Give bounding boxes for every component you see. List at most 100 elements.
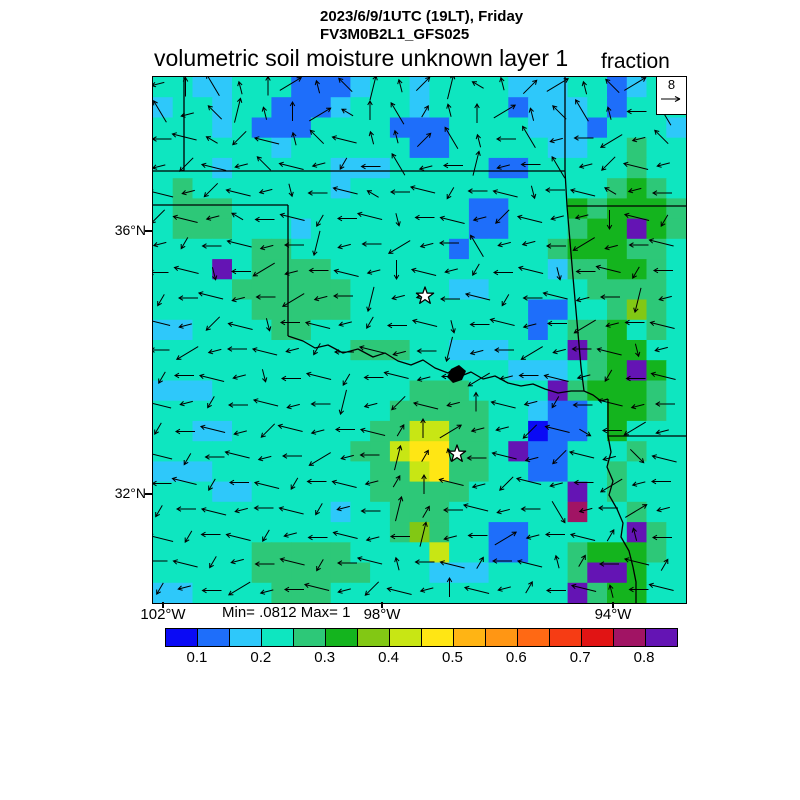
grid-cell — [251, 542, 273, 564]
wind-arrow — [338, 321, 352, 327]
grid-cell — [212, 279, 233, 301]
colorbar-segment — [645, 629, 677, 646]
wind-arrow — [232, 374, 246, 380]
grid-cell — [389, 97, 411, 119]
grid-cell — [232, 360, 253, 382]
grid-cell — [528, 238, 549, 260]
grid-cell — [666, 582, 686, 603]
wind-arrow — [544, 187, 565, 193]
wind-arrow — [366, 190, 379, 198]
wind-arrow — [227, 402, 248, 408]
grid-cell — [310, 157, 332, 179]
wind-arrow — [393, 129, 399, 144]
grid-cell — [528, 360, 549, 382]
grid-cell — [172, 461, 194, 483]
grid-cell — [389, 117, 411, 139]
wind-arrow — [172, 559, 198, 568]
grid-cell — [488, 198, 509, 220]
grid-cell — [528, 562, 549, 584]
reference-vector-value: 8 — [667, 77, 676, 92]
grid-cell — [429, 299, 450, 321]
grid-cell — [607, 97, 628, 119]
grid-cell — [547, 400, 569, 422]
wind-arrow — [439, 560, 465, 569]
lon-tick — [162, 602, 164, 608]
grid-cell — [192, 582, 213, 603]
grid-cell — [350, 562, 371, 584]
grid-cell — [567, 259, 588, 280]
grid-cell — [587, 501, 608, 523]
wind-arrow — [497, 241, 511, 248]
grid-cell — [251, 218, 273, 240]
grid-cell — [153, 380, 174, 402]
wind-arrow — [391, 294, 405, 301]
wind-arrow — [237, 80, 243, 95]
grid-cell — [212, 198, 233, 220]
grid-cell — [350, 117, 371, 139]
grid-cell — [232, 522, 253, 543]
grid-cell — [429, 441, 450, 463]
grid-cell — [192, 380, 213, 402]
grid-cell — [528, 137, 549, 159]
grid-cell — [153, 582, 174, 603]
wind-arrow — [470, 234, 484, 257]
grid-cell — [271, 522, 292, 543]
wind-arrow — [332, 530, 358, 539]
grid-cell — [232, 380, 253, 402]
grid-cell — [350, 238, 371, 260]
grid-cell — [587, 340, 608, 361]
grid-cell — [330, 420, 352, 442]
wind-arrow — [396, 424, 405, 437]
grid-cell — [310, 380, 332, 402]
grid-cell — [508, 420, 529, 442]
wind-arrow — [280, 375, 301, 382]
grid-cell — [508, 299, 529, 321]
grid-cell — [212, 259, 233, 280]
grid-cell — [468, 299, 490, 321]
grid-cell — [370, 178, 391, 200]
wind-arrow — [572, 402, 593, 408]
grid-cell — [172, 562, 194, 584]
grid-cell — [330, 178, 352, 200]
wind-arrow — [200, 507, 227, 516]
wind-arrow — [392, 475, 401, 488]
wind-arrow — [259, 244, 274, 251]
grid-cell — [271, 299, 292, 321]
wind-arrow — [393, 260, 400, 281]
grid-cell — [192, 481, 213, 503]
grid-cell — [646, 259, 667, 280]
colorbar-tick-label: 0.6 — [505, 649, 527, 666]
grid-cell — [409, 259, 430, 280]
grid-cell — [508, 501, 529, 523]
grid-cell — [528, 218, 549, 240]
wind-arrow — [171, 132, 197, 141]
wind-arrow — [446, 103, 452, 117]
wind-arrow — [520, 346, 543, 360]
grid-cell — [192, 360, 213, 382]
wind-arrow — [206, 77, 220, 96]
grid-cell — [587, 380, 608, 402]
wind-arrow — [180, 112, 194, 118]
grid-cell — [567, 299, 588, 321]
grid-cell — [310, 461, 332, 483]
grid-cell — [587, 582, 608, 603]
grid-cell — [429, 178, 450, 200]
grid-cell — [449, 582, 470, 603]
grid-cell — [370, 97, 391, 119]
wind-arrow — [446, 576, 453, 597]
grid-cell — [508, 137, 529, 159]
grid-cell — [567, 522, 588, 543]
grid-cell — [587, 562, 608, 584]
wind-arrow — [628, 242, 649, 248]
wind-arrow — [522, 295, 543, 301]
wind-arrow — [365, 536, 380, 542]
grid-cell — [567, 562, 588, 584]
grid-cell — [468, 340, 490, 361]
grid-cell — [468, 259, 490, 280]
grid-cell — [310, 137, 332, 159]
wind-arrow — [290, 477, 299, 490]
grid-cell — [607, 400, 628, 422]
wind-arrow — [472, 263, 480, 276]
grid-cell — [291, 117, 312, 139]
wind-arrow — [575, 296, 590, 303]
